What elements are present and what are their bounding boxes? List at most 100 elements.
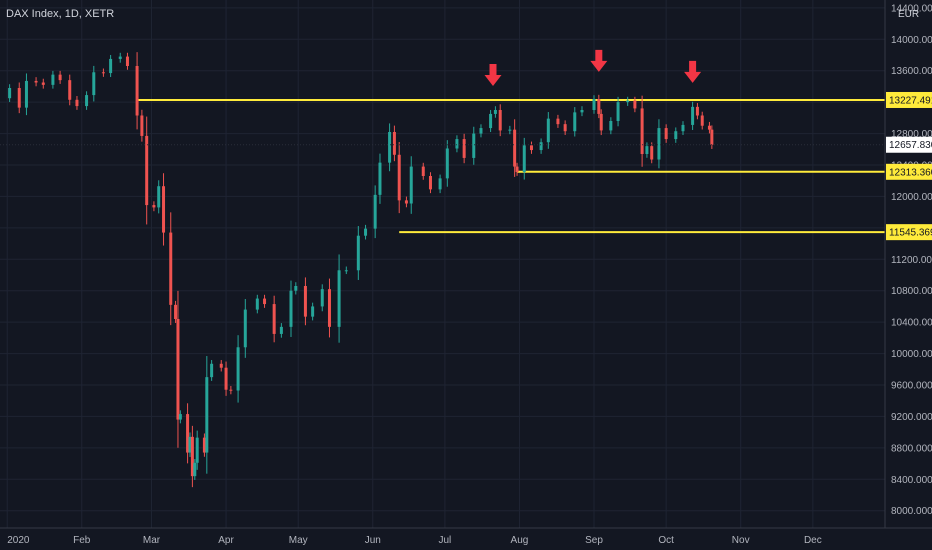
candle-body: [119, 57, 122, 59]
x-tick-label: Jun: [365, 535, 381, 546]
y-tick-label: 13600.000: [891, 66, 932, 77]
candle-body: [393, 132, 396, 155]
last-price-label: 12657.830: [889, 140, 932, 151]
y-tick-label: 12000.000: [891, 192, 932, 203]
candle-body: [85, 95, 88, 106]
candle-body: [410, 167, 413, 204]
candle-body: [152, 205, 155, 207]
candle-body: [665, 128, 668, 139]
candle-body: [463, 139, 466, 158]
candle-body: [696, 107, 699, 116]
candle-body: [564, 124, 567, 131]
candle-body: [422, 167, 425, 176]
candle-body: [523, 145, 526, 172]
candle-body: [273, 304, 276, 334]
candle-body: [328, 289, 331, 327]
x-tick-label: Dec: [804, 535, 822, 546]
candle-body: [691, 107, 694, 125]
candle-body: [593, 99, 596, 110]
candle-body: [109, 59, 112, 73]
candle-body: [196, 438, 199, 463]
candle-body: [92, 72, 95, 95]
candle-body: [174, 305, 177, 319]
candle-body: [633, 101, 636, 109]
y-tick-label: 8000.000: [891, 506, 932, 517]
y-tick-label: 10400.000: [891, 318, 932, 329]
candle-body: [600, 114, 603, 131]
candle-body: [42, 83, 45, 85]
candle-body: [455, 139, 458, 148]
candle-body: [580, 110, 583, 112]
candle-body: [364, 229, 367, 236]
candle-body: [205, 377, 208, 452]
candle-body: [597, 99, 600, 114]
candle-body: [193, 463, 196, 476]
candle-body: [479, 128, 482, 134]
candle-body: [68, 80, 71, 100]
candle-body: [472, 134, 475, 158]
x-tick-label: Jul: [439, 535, 452, 546]
candle-body: [357, 236, 360, 271]
candle-body: [641, 108, 644, 154]
candle-body: [530, 145, 533, 150]
candle-body: [244, 310, 247, 348]
candle-body: [388, 132, 391, 163]
candle-body: [59, 75, 62, 81]
candle-body: [35, 81, 38, 83]
x-tick-label: May: [289, 535, 308, 546]
candle-body: [75, 100, 78, 106]
y-tick-label: 9200.000: [891, 412, 932, 423]
candle-body: [126, 57, 129, 66]
candle-body: [210, 364, 213, 377]
candle-body: [573, 112, 576, 131]
y-tick-label: 9600.000: [891, 381, 932, 392]
y-tick-label: 8400.000: [891, 475, 932, 486]
candle-body: [513, 130, 516, 167]
candle-body: [516, 167, 519, 173]
chart-title: DAX Index, 1D, XETR: [6, 8, 114, 20]
y-tick-label: 10800.000: [891, 286, 932, 297]
candle-body: [429, 176, 432, 189]
candle-body: [508, 130, 511, 131]
candle-body: [225, 368, 228, 390]
candle-body: [140, 116, 143, 136]
candle-body: [439, 178, 442, 189]
candle-body: [338, 270, 341, 327]
candle-body: [681, 125, 684, 131]
x-tick-label: Nov: [732, 535, 750, 546]
x-tick-label: Aug: [511, 535, 529, 546]
candle-body: [674, 131, 677, 139]
candle-body: [294, 286, 297, 291]
candle-body: [229, 390, 232, 391]
candle-body: [556, 119, 559, 125]
candle-body: [51, 75, 54, 85]
candle-body: [311, 306, 314, 316]
candle-body: [162, 186, 165, 232]
candle-body: [263, 299, 266, 305]
x-tick-label: Feb: [73, 535, 91, 546]
y-tick-label: 14000.000: [891, 35, 932, 46]
x-tick-label: Oct: [658, 535, 674, 546]
candle-body: [494, 110, 497, 114]
candle-body: [650, 146, 653, 159]
candle-body: [18, 88, 21, 108]
candle-body: [645, 146, 648, 154]
candle-body: [398, 155, 401, 201]
candle-body: [289, 291, 292, 327]
candle-body: [708, 126, 711, 130]
candle-body: [304, 286, 307, 317]
candle-body: [280, 327, 283, 334]
candle-body: [145, 136, 148, 205]
candle-body: [169, 233, 172, 305]
candle-body: [701, 116, 704, 126]
x-tick-label: Mar: [143, 535, 161, 546]
candle-body: [321, 289, 324, 306]
candle-body: [345, 270, 348, 271]
candle-body: [179, 414, 182, 420]
x-tick-label: Apr: [218, 535, 234, 546]
candle-body: [237, 347, 240, 390]
candle-body: [220, 364, 223, 368]
candle-body: [446, 149, 449, 179]
